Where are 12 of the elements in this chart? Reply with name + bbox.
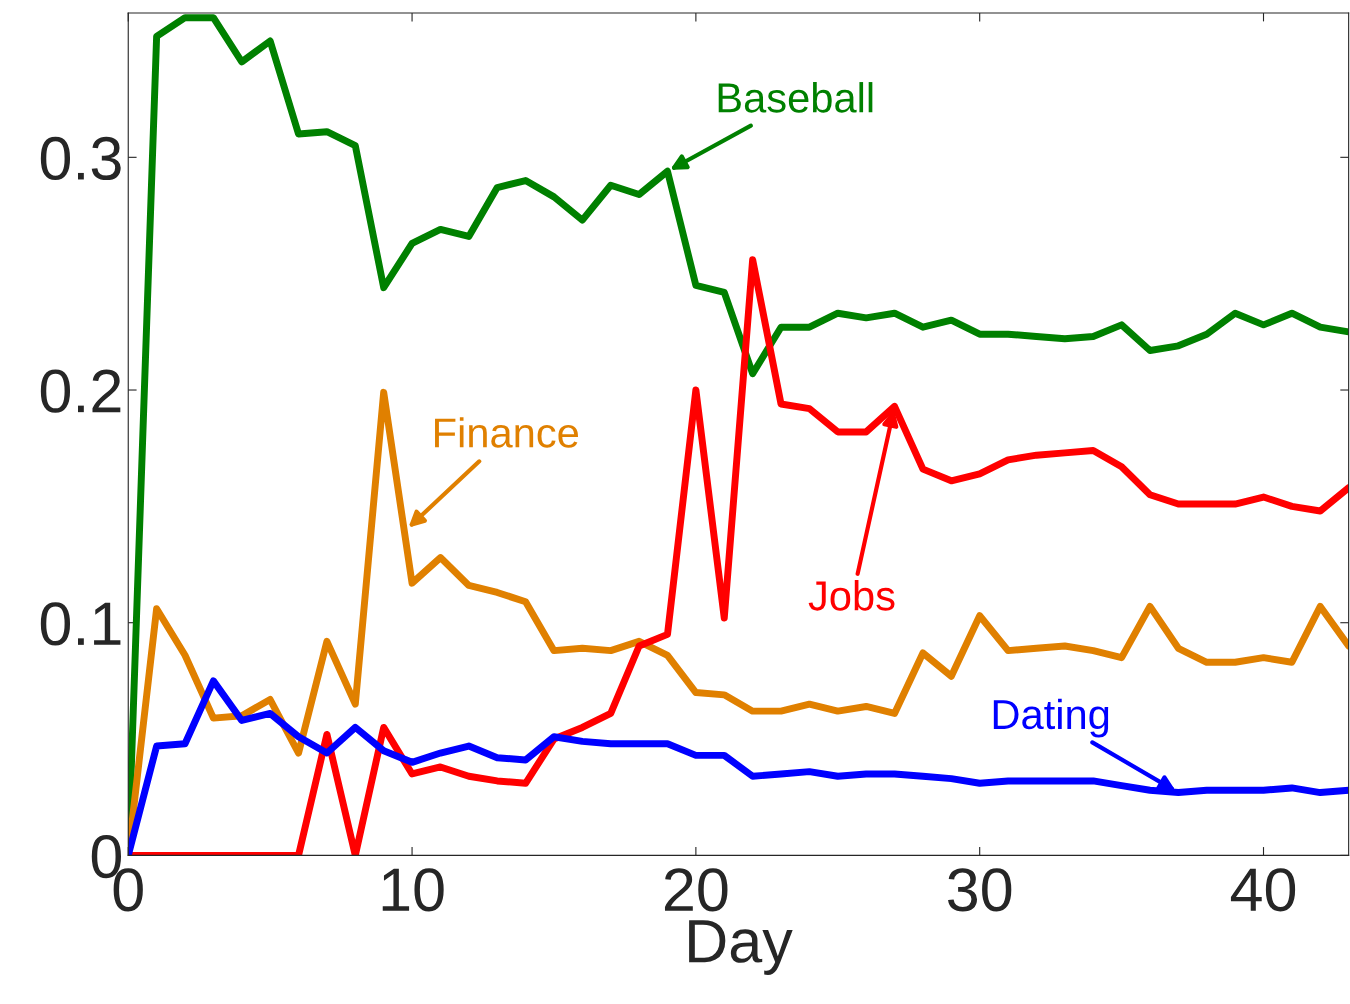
x-tick-label: 30 (948, 868, 1012, 912)
y-tick-label: 0.2 (40, 369, 121, 413)
x-tick-label: 10 (382, 868, 444, 912)
x-axis-title: Day (689, 920, 793, 975)
annotation: Dating (993, 698, 1109, 738)
x-tick-label: 20 (664, 868, 728, 912)
y-tick-label: 0.1 (40, 602, 121, 646)
annotation: Jobs (808, 580, 895, 611)
y-tick-label: 0.3 (40, 136, 121, 181)
annotation: Finance (435, 417, 578, 448)
annotation: Baseball (718, 82, 873, 113)
x-tick-label: 40 (1230, 868, 1296, 912)
